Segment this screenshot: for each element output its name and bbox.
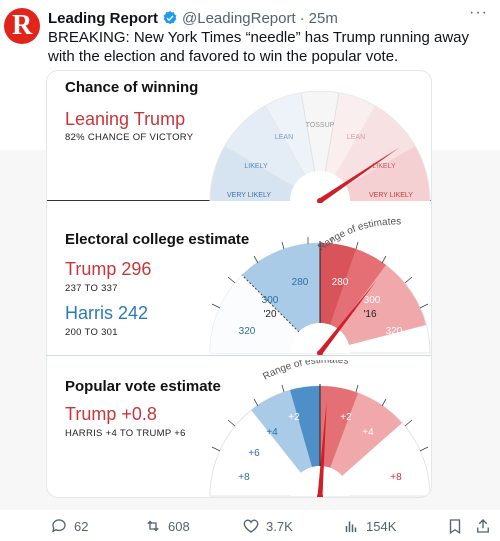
tick-harris-4: +4	[266, 427, 278, 438]
tick-trump-4: +4	[362, 427, 374, 438]
electoral-section: Electoral college estimate Trump 296 237…	[47, 201, 431, 356]
tick-300-trump: 300	[364, 295, 381, 306]
media-image[interactable]: Chance of winning Leaning Trump 82% CHAN…	[46, 70, 432, 498]
tick-trump-2: +2	[340, 412, 352, 423]
electoral-needle	[317, 280, 377, 355]
tick-harris-2: +2	[288, 412, 300, 423]
repost-button[interactable]: 608	[144, 514, 190, 538]
reply-icon	[51, 519, 66, 533]
handle[interactable]: @LeadingReport	[182, 9, 296, 27]
view-count: 154K	[366, 518, 397, 534]
label-very-likely-trump: VERY LIKELY	[369, 192, 413, 199]
popular-gauge: +2 +4 +6 +8 +2 +4 +6 +8 Range of estimat…	[209, 360, 431, 497]
chance-headline: Leaning Trump	[65, 109, 186, 129]
label-lean-trump: LEAN	[347, 134, 365, 141]
repost-count: 608	[168, 518, 190, 534]
popular-sub: HARRIS +4 TO TRUMP +6	[65, 428, 186, 439]
avatar[interactable]: R	[4, 8, 40, 44]
bookmark-icon	[449, 519, 461, 535]
tick-280-harris: 280	[292, 277, 309, 288]
marker-2020: '20	[263, 309, 276, 320]
tick-300-harris: 300	[262, 295, 279, 306]
label-likely-harris: LIKELY	[244, 163, 268, 170]
chance-section: Chance of winning Leaning Trump 82% CHAN…	[47, 71, 431, 203]
views-button[interactable]: 154K	[342, 514, 396, 538]
tick-harris-8: +8	[238, 472, 250, 483]
verified-badge-icon	[163, 11, 177, 25]
heart-icon	[243, 519, 259, 533]
separator: ·	[299, 9, 305, 27]
tick-trump-8: +8	[390, 472, 402, 483]
display-name[interactable]: Leading Report	[48, 9, 159, 27]
timestamp[interactable]: 25m	[308, 9, 338, 27]
reply-count: 62	[74, 518, 89, 534]
action-bar: 62 608 3.7K 154K	[0, 514, 500, 538]
tick-280-trump: 280	[332, 277, 349, 288]
chance-gauge: TOSSUP LEAN LEAN LIKELY LIKELY VERY LIKE…	[209, 91, 431, 203]
repost-icon	[147, 520, 159, 532]
popular-title: Popular vote estimate	[65, 378, 221, 395]
more-options-icon[interactable]: ···	[469, 4, 488, 21]
like-count: 3.7K	[266, 518, 293, 534]
post-text: BREAKING: New York Times “needle” has Tr…	[48, 29, 470, 65]
electoral-gauge: 280 280 300 300 320 320 '20 '16 Range of…	[209, 217, 431, 355]
share-button[interactable]	[474, 514, 498, 538]
popular-section: Popular vote estimate Trump +0.8 HARRIS …	[47, 356, 431, 497]
electoral-trump-range: 237 TO 337	[65, 283, 118, 294]
post-header: Leading Report @LeadingReport · 25m	[48, 8, 338, 28]
tick-320-trump: 320	[386, 326, 403, 337]
share-icon	[477, 519, 489, 533]
tick-trump-6: +6	[380, 448, 392, 459]
label-very-likely-harris: VERY LIKELY	[227, 192, 271, 199]
electoral-harris-range: 200 TO 301	[65, 327, 118, 338]
reply-button[interactable]: 62	[50, 514, 88, 538]
chance-title: Chance of winning	[65, 79, 199, 96]
tick-harris-6: +6	[248, 448, 260, 459]
chance-sub: 82% CHANCE OF VICTORY	[65, 132, 194, 143]
marker-2016: '16	[363, 309, 376, 320]
popular-range-label: Range of estimates	[261, 360, 349, 383]
electoral-title: Electoral college estimate	[65, 231, 250, 248]
leading-report-logo-icon: R	[12, 10, 33, 41]
popular-headline: Trump +0.8	[65, 404, 157, 424]
electoral-trump: Trump 296	[65, 259, 152, 279]
label-lean-harris: LEAN	[275, 134, 293, 141]
like-button[interactable]: 3.7K	[242, 514, 293, 538]
chance-needle	[317, 147, 400, 203]
popular-needle	[317, 400, 327, 497]
label-likely-trump: LIKELY	[372, 163, 396, 170]
label-tossup: TOSSUP	[306, 122, 335, 129]
electoral-harris: Harris 242	[65, 303, 149, 323]
tick-320-harris: 320	[239, 326, 256, 337]
electoral-range-label: Range of estimates	[316, 217, 401, 253]
views-chart-icon	[345, 521, 357, 532]
bookmark-button[interactable]	[446, 514, 470, 538]
